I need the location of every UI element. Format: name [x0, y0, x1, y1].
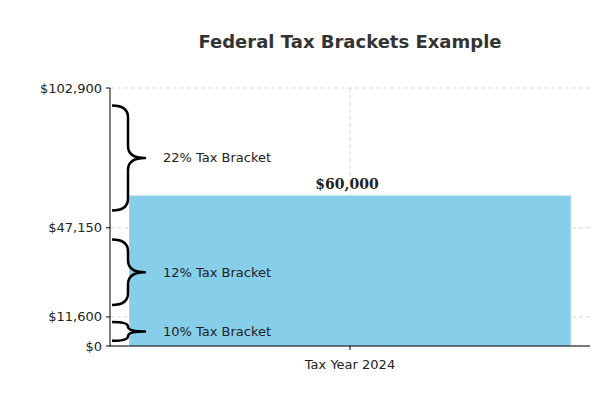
bracket-brace: [112, 322, 145, 341]
x-tick: [350, 346, 351, 350]
y-tick: [106, 316, 110, 317]
bracket-brace: [112, 105, 145, 210]
y-tick: [106, 88, 110, 89]
y-axis: [110, 88, 111, 346]
bars: [129, 196, 571, 346]
bracket-label: 22% Tax Bracket: [163, 150, 271, 165]
bracket-label: 12% Tax Bracket: [163, 265, 271, 280]
y-tick: [106, 227, 110, 228]
title: Federal Tax Brackets Example: [198, 31, 501, 52]
data-label: $60,000: [315, 176, 379, 192]
y-tick-label: $0: [85, 339, 102, 354]
y-tick-label: $47,150: [48, 220, 102, 235]
y-tick-label: $102,900: [40, 81, 102, 96]
bracket-label: 10% Tax Bracket: [163, 324, 271, 339]
y-tick-label: $11,600: [48, 309, 102, 324]
x-tick-label: Tax Year 2024: [304, 357, 395, 372]
bracket-brace: [112, 240, 145, 306]
chart-svg: Federal Tax Brackets Example $60,000 $0 $11…: [0, 0, 600, 400]
bar: [129, 196, 571, 346]
chart-container: Federal Tax Brackets Example $60,000 $0 $11…: [0, 0, 600, 400]
y-tick: [106, 346, 110, 347]
